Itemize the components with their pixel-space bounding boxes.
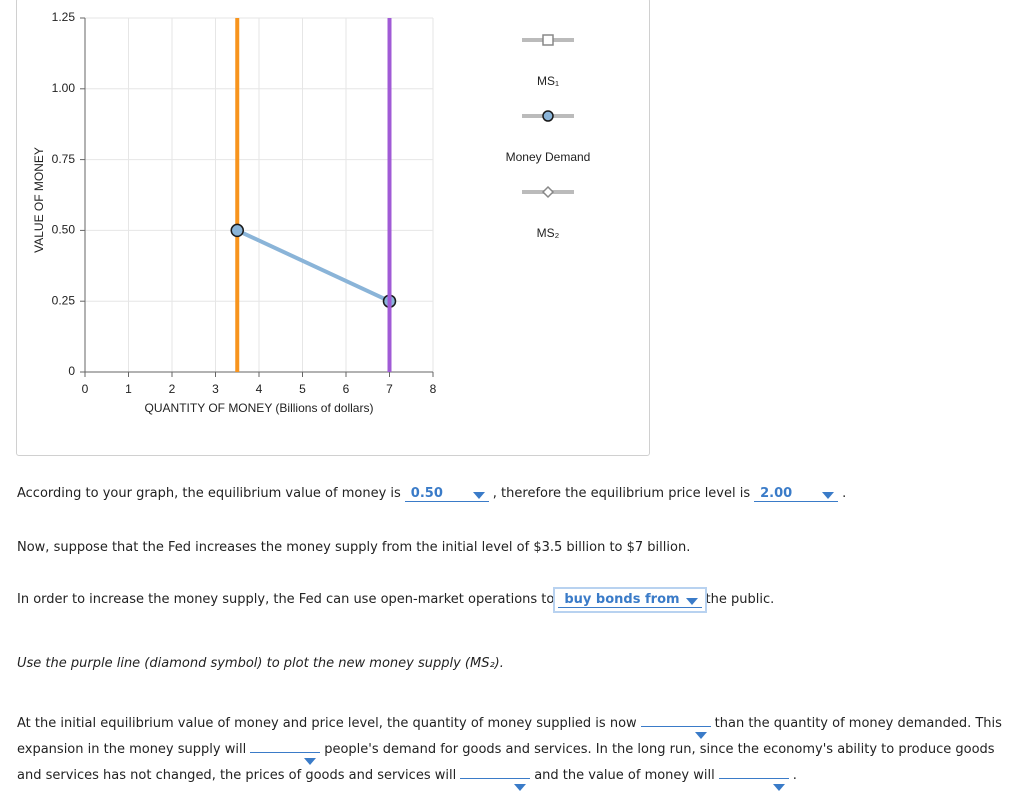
x-tick-label: 6 bbox=[343, 382, 350, 396]
dropdown[interactable] bbox=[718, 778, 789, 791]
x-tick-label: 8 bbox=[430, 382, 437, 396]
text: According to your graph, the equilibrium… bbox=[17, 486, 401, 501]
x-tick-label: 1 bbox=[125, 382, 132, 396]
text: At the initial equilibrium value of mone… bbox=[17, 716, 637, 731]
x-tick-label: 0 bbox=[82, 382, 89, 396]
dropdown[interactable] bbox=[640, 726, 711, 739]
x-tick-label: 2 bbox=[169, 382, 176, 396]
y-tick-label: 0.50 bbox=[52, 223, 76, 237]
text: people's demand for goods and services. … bbox=[17, 742, 995, 783]
text: . bbox=[842, 486, 847, 501]
question-4: Use the purple line (diamond symbol) to … bbox=[17, 656, 504, 671]
dropdown[interactable] bbox=[250, 752, 321, 765]
text: the public. bbox=[705, 592, 775, 607]
x-tick-label: 7 bbox=[386, 382, 393, 396]
dropdown[interactable]: buy bonds from bbox=[553, 587, 707, 613]
text: . bbox=[792, 768, 797, 783]
x-tick-label: 4 bbox=[256, 382, 263, 396]
y-tick-label: 1.00 bbox=[52, 81, 76, 95]
legend-label: MS₁ bbox=[537, 74, 559, 88]
question-3: In order to increase the money supply, t… bbox=[17, 587, 775, 613]
text: In order to increase the money supply, t… bbox=[17, 592, 555, 607]
question-1: According to your graph, the equilibrium… bbox=[17, 486, 846, 502]
x-tick-label: 3 bbox=[212, 382, 219, 396]
dropdown[interactable] bbox=[460, 778, 531, 791]
y-tick-label: 0.25 bbox=[52, 293, 76, 307]
legend-label: MS₂ bbox=[537, 226, 560, 240]
graph-panel bbox=[16, 0, 650, 456]
question-5: At the initial equilibrium value of mone… bbox=[17, 711, 1017, 791]
question-2: Now, suppose that the Fed increases the … bbox=[17, 540, 691, 555]
y-tick-label: 0 bbox=[68, 364, 75, 378]
dropdown[interactable]: 0.50 bbox=[404, 486, 489, 502]
y-tick-label: 0.75 bbox=[52, 152, 76, 166]
text: , therefore the equilibrium price level … bbox=[492, 486, 751, 501]
x-axis-label: QUANTITY OF MONEY (Billions of dollars) bbox=[145, 401, 374, 415]
legend-marker bbox=[542, 110, 554, 122]
y-axis-label: VALUE OF MONEY bbox=[32, 147, 46, 253]
dropdown[interactable]: 2.00 bbox=[754, 486, 839, 502]
legend-label: Money Demand bbox=[506, 150, 591, 164]
x-tick-label: 5 bbox=[299, 382, 306, 396]
series-line bbox=[236, 228, 391, 304]
point bbox=[230, 223, 244, 238]
text: and the value of money will bbox=[534, 768, 715, 783]
chart: VALUE OF MONEY QUANTITY OF MONEY (Billio… bbox=[32, 10, 591, 415]
text: than the quantity of money demanded. Thi… bbox=[17, 716, 1002, 757]
y-tick-label: 1.25 bbox=[52, 10, 76, 24]
legend-marker bbox=[542, 34, 554, 46]
legend-marker bbox=[541, 185, 555, 199]
